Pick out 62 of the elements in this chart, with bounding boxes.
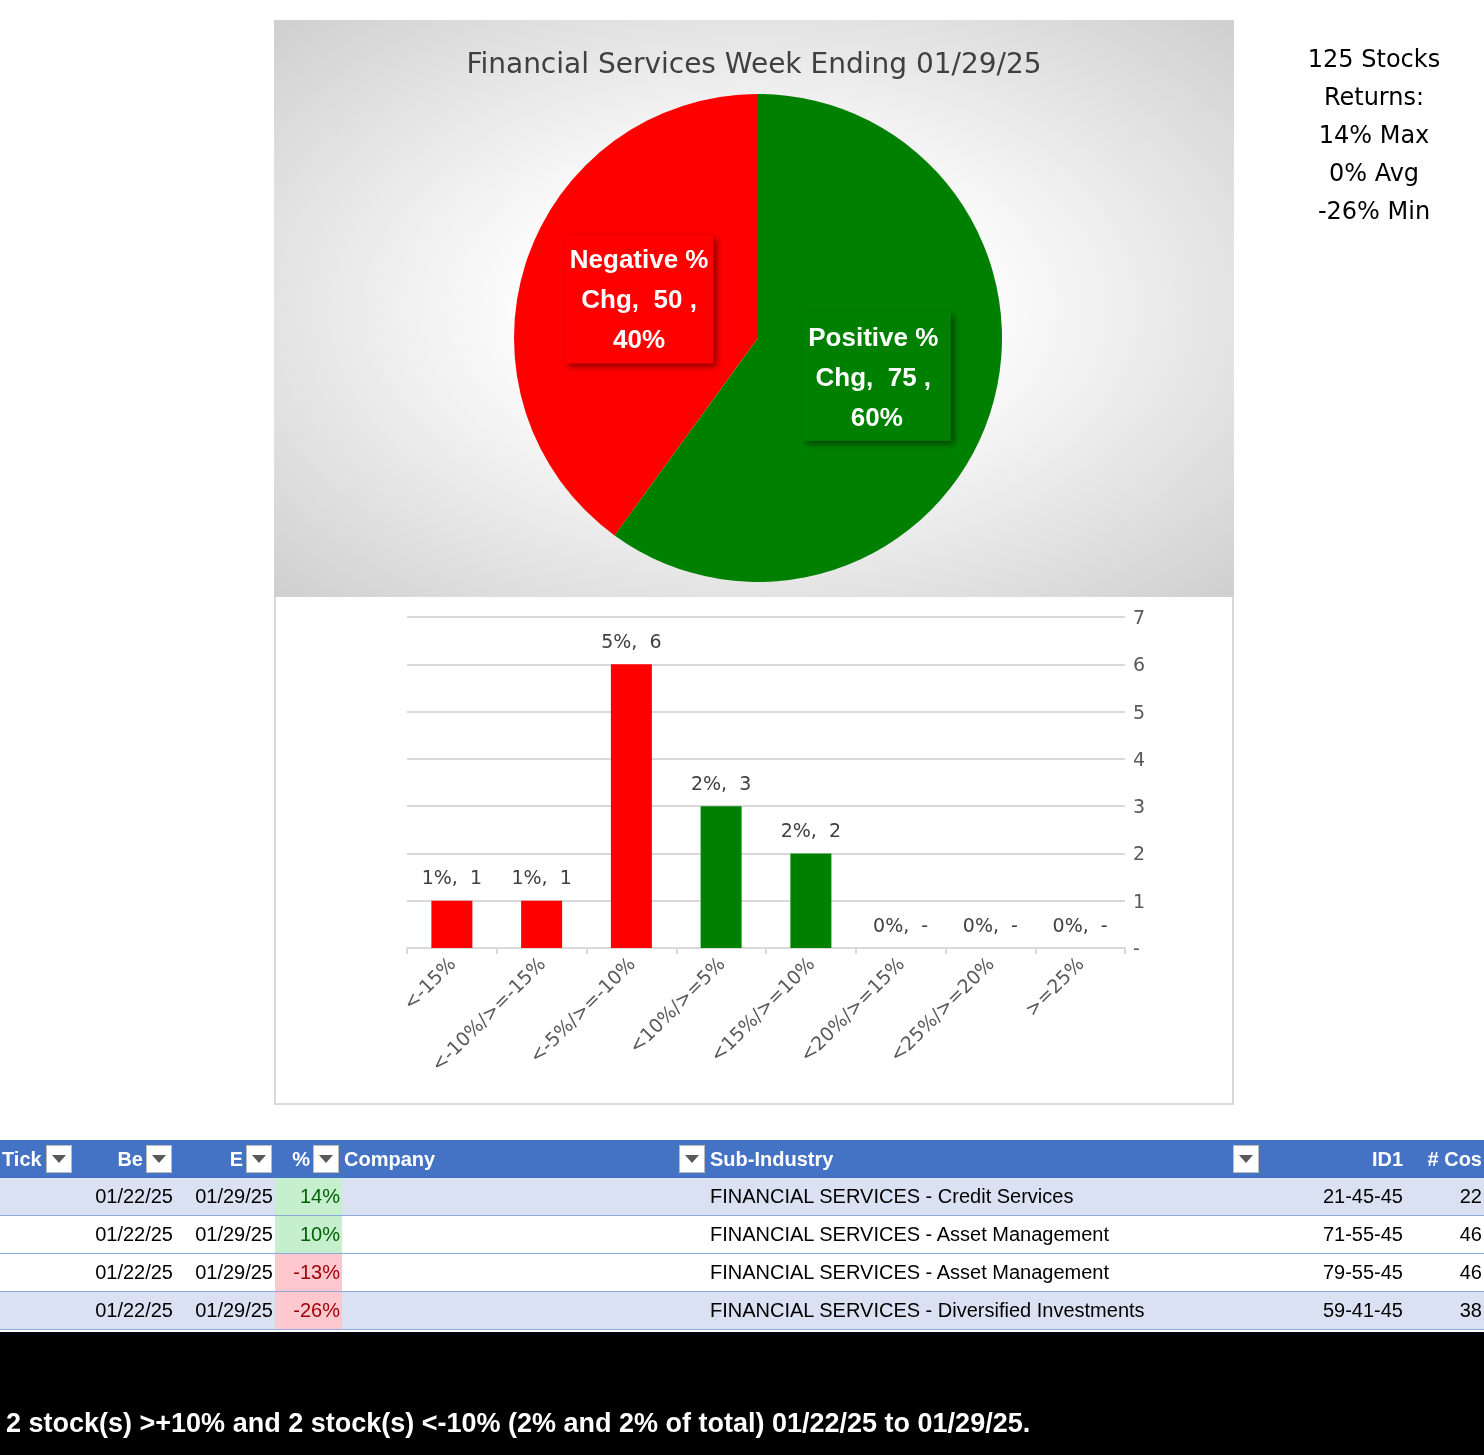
text: 01/22/25 bbox=[95, 1185, 173, 1207]
category-label: Tick bbox=[2, 1147, 43, 1172]
text: 46 bbox=[1459, 1261, 1482, 1283]
category-label: Company bbox=[344, 1147, 437, 1172]
text: 01/29/25 bbox=[195, 1261, 273, 1283]
y-tick-label: 6 bbox=[1133, 653, 1146, 676]
text: 14% bbox=[299, 1185, 340, 1207]
y-tick-label: 5 bbox=[1133, 700, 1146, 723]
category-label: Sub-Industry bbox=[710, 1147, 835, 1172]
text: 01/29/25 bbox=[195, 1185, 273, 1207]
text: FINANCIAL SERVICES - Asset Management bbox=[710, 1261, 1110, 1283]
text: FINANCIAL SERVICES - Asset Management bbox=[710, 1223, 1110, 1245]
category-label: ID1 bbox=[1370, 1147, 1403, 1172]
y-tick-label: 7 bbox=[1133, 606, 1146, 628]
text: 10% bbox=[299, 1223, 340, 1245]
slice-label: Positive % Chg, 75 , 60% bbox=[808, 321, 946, 432]
category-label: % bbox=[291, 1147, 311, 1172]
text: 14% Max bbox=[1317, 120, 1431, 151]
text: 22 bbox=[1459, 1185, 1482, 1207]
bar bbox=[610, 664, 652, 948]
bar bbox=[521, 900, 563, 948]
text: 01/22/25 bbox=[95, 1261, 173, 1283]
text: 01/29/25 bbox=[195, 1299, 273, 1321]
y-tick-label: 2 bbox=[1133, 842, 1146, 865]
y-tick-label: 4 bbox=[1133, 747, 1146, 770]
data-label: 0%, - bbox=[962, 913, 1018, 936]
text: -13% bbox=[293, 1261, 340, 1283]
chart-title: Financial Services Week Ending 01/29/25 bbox=[466, 46, 1042, 80]
data-label: 1%, 1 bbox=[421, 866, 483, 889]
bar bbox=[431, 900, 473, 948]
text: Returns: bbox=[1322, 82, 1426, 113]
y-tick-label: - bbox=[1133, 937, 1140, 959]
text: 2 stock(s) >+10% and 2 stock(s) <-10% (2% and 2% of total) 01/22/25 to 01/29/25. bbox=[6, 1408, 1031, 1439]
text: 71-55-45 bbox=[1322, 1223, 1403, 1245]
text: -26% Min bbox=[1316, 196, 1432, 227]
category-label: E bbox=[228, 1147, 244, 1172]
slice-label: Negative % Chg, 50 , 40% bbox=[569, 244, 709, 355]
bar bbox=[790, 853, 832, 948]
text: 59-41-45 bbox=[1322, 1299, 1403, 1321]
text: 01/22/25 bbox=[95, 1299, 173, 1321]
category-label: # Cos bbox=[1426, 1147, 1482, 1172]
text: FINANCIAL SERVICES - Diversified Investments bbox=[710, 1299, 1145, 1321]
bar bbox=[700, 806, 742, 948]
text: -26% bbox=[293, 1299, 340, 1321]
text: 01/29/25 bbox=[195, 1223, 273, 1245]
y-tick-label: 1 bbox=[1133, 889, 1146, 912]
text: 46 bbox=[1459, 1223, 1482, 1245]
text: 21-45-45 bbox=[1322, 1185, 1403, 1207]
text: FINANCIAL SERVICES - Credit Services bbox=[710, 1185, 1074, 1207]
text: 125 Stocks bbox=[1306, 44, 1442, 75]
category-label: Be bbox=[116, 1147, 144, 1172]
y-tick-label: 3 bbox=[1133, 795, 1146, 818]
data-label: 2%, 3 bbox=[690, 771, 752, 794]
data-label: 0%, - bbox=[1052, 913, 1108, 936]
data-label: 5%, 6 bbox=[601, 629, 662, 652]
text: 0% Avg bbox=[1327, 158, 1421, 189]
text: 38 bbox=[1459, 1299, 1482, 1321]
data-label: 1%, 1 bbox=[511, 866, 572, 889]
text: 79-55-45 bbox=[1322, 1261, 1403, 1283]
data-label: 0%, - bbox=[873, 913, 929, 936]
text: 01/22/25 bbox=[95, 1223, 173, 1245]
data-label: 2%, 2 bbox=[780, 818, 842, 841]
